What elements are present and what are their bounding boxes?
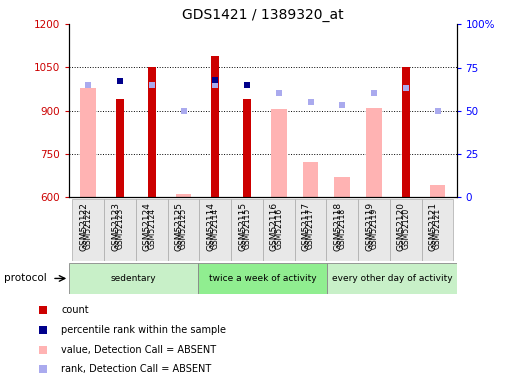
Bar <box>148 68 156 197</box>
Text: GSM52122: GSM52122 <box>84 208 93 249</box>
Text: GSM52123: GSM52123 <box>111 202 120 251</box>
Bar <box>429 185 445 197</box>
Bar <box>263 199 294 261</box>
Bar <box>136 199 168 261</box>
Text: rank, Detection Call = ABSENT: rank, Detection Call = ABSENT <box>62 364 212 375</box>
Bar <box>199 262 327 294</box>
Bar <box>200 199 231 261</box>
Text: GSM52125: GSM52125 <box>174 202 184 251</box>
Text: twice a week of activity: twice a week of activity <box>209 274 317 283</box>
Bar <box>168 199 200 261</box>
Text: every other day of activity: every other day of activity <box>332 274 452 283</box>
Text: value, Detection Call = ABSENT: value, Detection Call = ABSENT <box>62 345 216 355</box>
Bar <box>358 199 390 261</box>
Bar <box>175 194 191 197</box>
Text: GSM52116: GSM52116 <box>274 208 283 249</box>
Text: GSM52123: GSM52123 <box>115 208 125 249</box>
Text: count: count <box>62 305 89 315</box>
Bar <box>326 199 358 261</box>
Text: percentile rank within the sample: percentile rank within the sample <box>62 325 226 335</box>
Bar <box>422 199 453 261</box>
Text: GSM52118: GSM52118 <box>333 202 342 251</box>
Text: GSM52124: GSM52124 <box>147 208 156 249</box>
Bar <box>243 99 251 197</box>
Bar <box>334 177 350 197</box>
Text: protocol: protocol <box>4 273 47 284</box>
Bar <box>390 199 422 261</box>
Text: GSM52121: GSM52121 <box>428 202 438 251</box>
Bar <box>294 199 326 261</box>
Title: GDS1421 / 1389320_at: GDS1421 / 1389320_at <box>182 8 344 22</box>
Text: sedentary: sedentary <box>111 274 156 283</box>
Text: GSM52115: GSM52115 <box>243 208 251 249</box>
Text: GSM52121: GSM52121 <box>433 208 442 249</box>
Bar <box>231 199 263 261</box>
Text: GSM52117: GSM52117 <box>306 208 315 249</box>
Text: GSM52114: GSM52114 <box>206 202 215 251</box>
Bar <box>327 262 457 294</box>
Text: GSM52117: GSM52117 <box>302 202 310 251</box>
Bar <box>303 162 319 197</box>
Bar <box>402 68 410 197</box>
Text: GSM52115: GSM52115 <box>238 202 247 251</box>
Bar <box>81 88 96 197</box>
Text: GSM52116: GSM52116 <box>270 202 279 251</box>
Text: GSM52124: GSM52124 <box>143 202 152 251</box>
Bar <box>116 99 124 197</box>
Text: GSM52120: GSM52120 <box>401 208 410 249</box>
Text: GSM52122: GSM52122 <box>80 202 88 251</box>
Bar <box>72 199 104 261</box>
Text: GSM52114: GSM52114 <box>211 208 220 249</box>
Text: GSM52118: GSM52118 <box>338 208 347 249</box>
Bar <box>104 199 136 261</box>
Text: GSM52125: GSM52125 <box>179 208 188 249</box>
Text: GSM52119: GSM52119 <box>369 208 379 249</box>
Bar <box>211 56 219 197</box>
Text: GSM52120: GSM52120 <box>397 202 406 251</box>
Text: GSM52119: GSM52119 <box>365 202 374 251</box>
Bar <box>366 108 382 197</box>
Bar <box>69 262 199 294</box>
Bar <box>271 109 287 197</box>
